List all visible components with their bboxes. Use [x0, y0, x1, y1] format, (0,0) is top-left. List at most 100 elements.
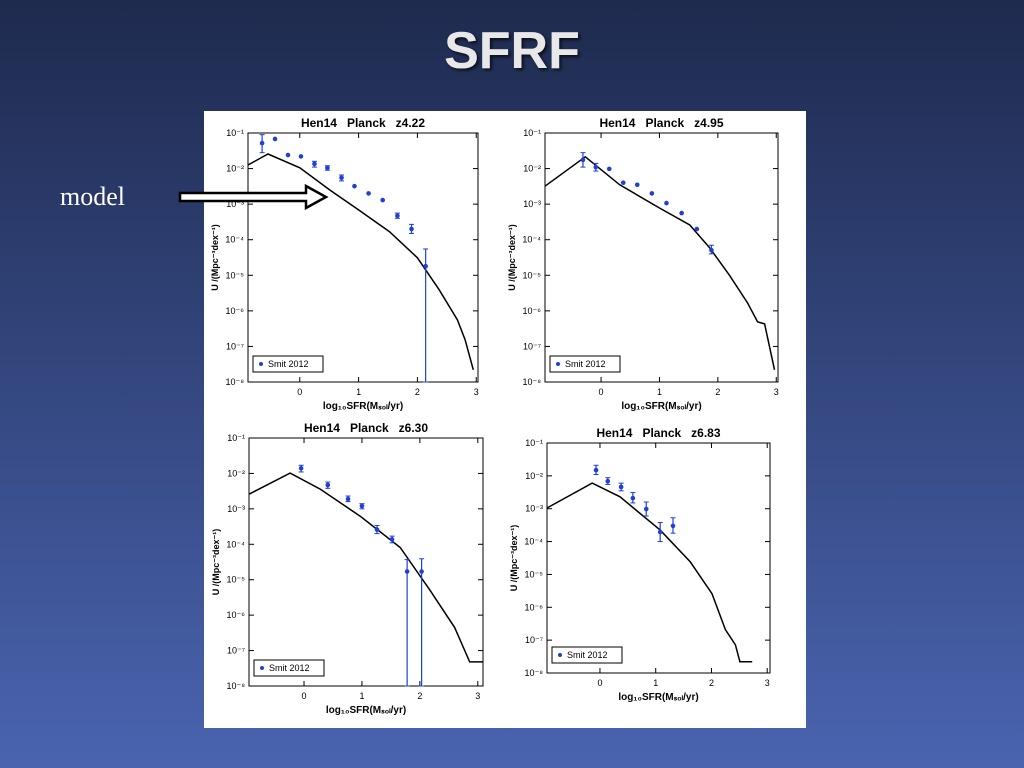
legend-label: Smit 2012: [269, 663, 310, 673]
chart-title: Hen14 Planck z4.95: [599, 116, 723, 130]
data-point: [298, 154, 304, 159]
legend-marker: [259, 362, 263, 366]
figure-panel: [204, 111, 806, 728]
y-tick-label: 10⁻⁸: [522, 377, 541, 387]
y-tick-label: 10⁻⁴: [225, 235, 244, 245]
data-point: [325, 165, 330, 171]
data-point: [419, 569, 424, 574]
legend-box: [253, 659, 325, 677]
model-line: [247, 153, 475, 370]
data-point: [359, 503, 365, 509]
legend-marker: [260, 666, 264, 670]
chart-title: Hen14 Planck z6.30: [304, 421, 428, 435]
chart: Hen14 Planck z4.22 0 1 2 3 10⁻¹ 10⁻² 10⁻³ 10⁻⁴ 10…: [210, 116, 479, 412]
data-point: [325, 482, 331, 488]
y-tick-label: 10⁻¹: [523, 128, 541, 138]
slide-title: SFRF: [444, 22, 580, 80]
x-tick-label: 0: [597, 678, 602, 688]
y-tick-label: 10⁻¹: [226, 128, 244, 138]
y-tick-label: 10⁻²: [227, 468, 245, 478]
model-line: [546, 482, 753, 663]
data-point: [272, 136, 278, 142]
y-tick-label: 10⁻⁴: [226, 539, 245, 549]
x-tick-label: 3: [475, 691, 480, 701]
y-tick-label: 10⁻³: [227, 504, 245, 514]
x-tick-label: 2: [417, 691, 422, 701]
x-tick-label: 1: [653, 678, 658, 688]
plot-frame: [247, 132, 479, 383]
data-point: [649, 191, 655, 196]
data-point: [409, 226, 414, 232]
plot-frame: [248, 437, 484, 687]
data-point: [404, 569, 410, 574]
data-point: [312, 161, 317, 167]
y-tick-label: 10⁻⁸: [524, 668, 543, 678]
y-tick-label: 10⁻⁸: [226, 681, 245, 691]
x-axis-label: log₁₀SFR(Mₛₒₗ/yr): [621, 401, 701, 412]
y-tick-label: 10⁻⁶: [227, 610, 246, 620]
y-tick-label: 10⁻³: [226, 199, 244, 209]
y-tick-label: 10⁻⁸: [225, 377, 244, 387]
data-point: [366, 191, 371, 196]
legend-box: [551, 646, 623, 664]
annotation: model: [60, 182, 125, 211]
legend-label: Smit 2012: [567, 650, 608, 660]
arrow: [178, 183, 329, 211]
plot-frame: [544, 132, 779, 383]
legend-box: [252, 355, 324, 373]
chart-title: Hen14 Planck z4.22: [301, 116, 425, 130]
chart: Hen14 Planck z6.30 0 1 2 3 10⁻¹ 10⁻² 10⁻³ 10⁻⁴ 10…: [211, 421, 484, 716]
data-point: [634, 182, 640, 188]
data-point: [352, 183, 357, 189]
y-tick-label: 10⁻⁷: [525, 635, 543, 645]
y-tick-label: 10⁻⁵: [523, 270, 542, 280]
y-tick-label: 10⁻⁶: [226, 306, 245, 316]
data-point: [694, 226, 700, 232]
data-point: [643, 506, 649, 512]
data-point: [389, 537, 395, 542]
data-point: [618, 484, 624, 490]
x-tick-label: 2: [709, 678, 714, 688]
data-point: [657, 529, 663, 535]
plot-frame: [546, 442, 771, 674]
data-point: [620, 180, 626, 186]
y-axis-label: U /(Mpc⁻³dex⁻¹): [509, 525, 519, 592]
legend-marker: [558, 653, 562, 657]
y-tick-label: 10⁻⁶: [525, 602, 544, 612]
chart: Hen14 Planck z6.83 0 1 2 3 10⁻¹ 10⁻² 10⁻³ 10⁻⁴ 10…: [509, 426, 771, 703]
x-tick-label: 3: [765, 678, 770, 688]
x-tick-label: 0: [297, 387, 302, 397]
data-point: [606, 166, 612, 172]
legend-marker: [556, 362, 560, 366]
y-tick-label: 10⁻²: [226, 164, 244, 174]
x-axis-label: log₁₀SFR(Mₛₒₗ/yr): [323, 401, 403, 412]
x-tick-label: 1: [359, 691, 364, 701]
data-point: [259, 140, 265, 146]
data-point: [298, 465, 304, 471]
data-point: [580, 157, 586, 163]
y-axis-label: U /(Mpc⁻³dex⁻¹): [211, 529, 221, 596]
data-point: [380, 197, 386, 203]
data-point: [630, 495, 636, 501]
y-tick-label: 10⁻⁶: [523, 306, 542, 316]
legend-label: Smit 2012: [268, 359, 309, 369]
x-tick-label: 3: [774, 387, 779, 397]
x-axis-label: log₁₀SFR(Mₛₒₗ/yr): [618, 692, 698, 703]
y-tick-label: 10⁻⁵: [227, 575, 246, 585]
model-line: [248, 472, 483, 663]
data-point: [374, 527, 380, 532]
y-tick-label: 10⁻⁷: [226, 341, 244, 351]
y-axis-label: U /(Mpc⁻³dex⁻¹): [210, 224, 220, 291]
x-tick-label: 1: [356, 387, 361, 397]
x-tick-label: 3: [474, 387, 479, 397]
y-tick-label: 10⁻⁵: [525, 569, 544, 579]
data-point: [709, 247, 714, 253]
legend-label: Smit 2012: [565, 359, 606, 369]
x-tick-label: 0: [599, 387, 604, 397]
x-tick-label: 1: [657, 387, 662, 397]
model-line: [544, 155, 776, 370]
x-axis-label: log₁₀SFR(Mₛₒₗ/yr): [326, 705, 406, 716]
y-tick-label: 10⁻¹: [227, 433, 245, 443]
